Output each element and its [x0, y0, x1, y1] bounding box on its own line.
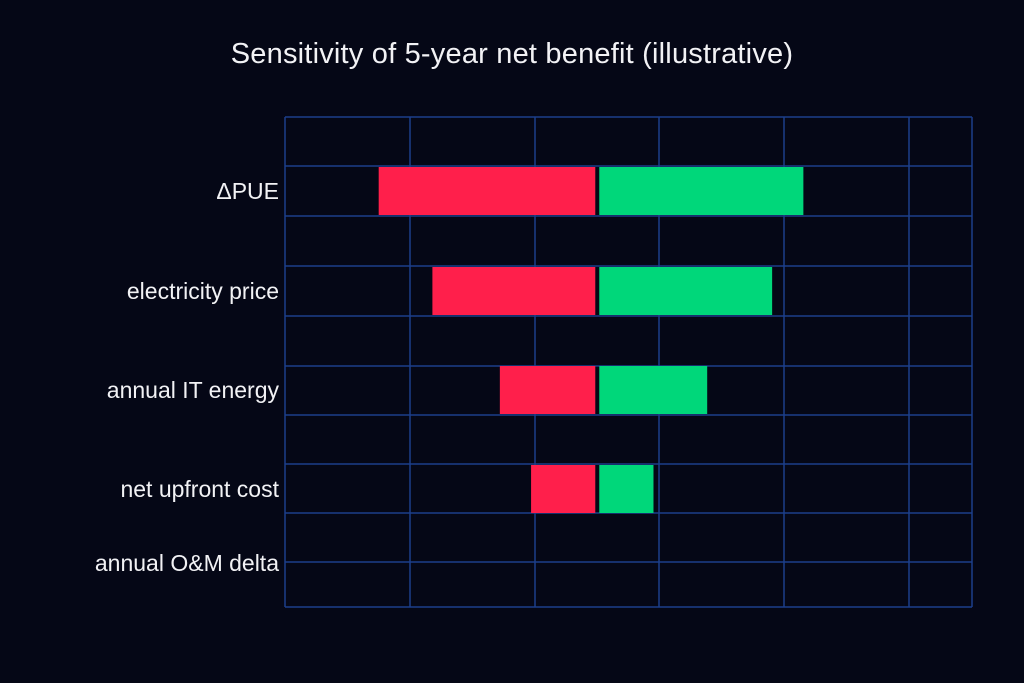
bars [378, 167, 804, 513]
bar-high-1 [599, 267, 773, 315]
bar-low-1 [432, 267, 596, 315]
bar-low-3 [531, 465, 596, 513]
bar-low-0 [378, 167, 596, 215]
bar-high-3 [599, 465, 654, 513]
category-label-3: net upfront cost [120, 476, 279, 502]
category-label-0: ΔPUE [216, 178, 279, 204]
category-labels: ΔPUE electricity price annual IT energy net… [95, 178, 280, 576]
bar-low-2 [499, 366, 596, 414]
bar-high-0 [599, 167, 804, 215]
category-label-2: annual IT energy [107, 377, 280, 403]
category-label-1: electricity price [127, 278, 279, 304]
chart-title: Sensitivity of 5-year net benefit (illus… [230, 38, 794, 70]
category-label-4: annual O&M delta [95, 550, 279, 576]
bar-high-2 [599, 366, 708, 414]
